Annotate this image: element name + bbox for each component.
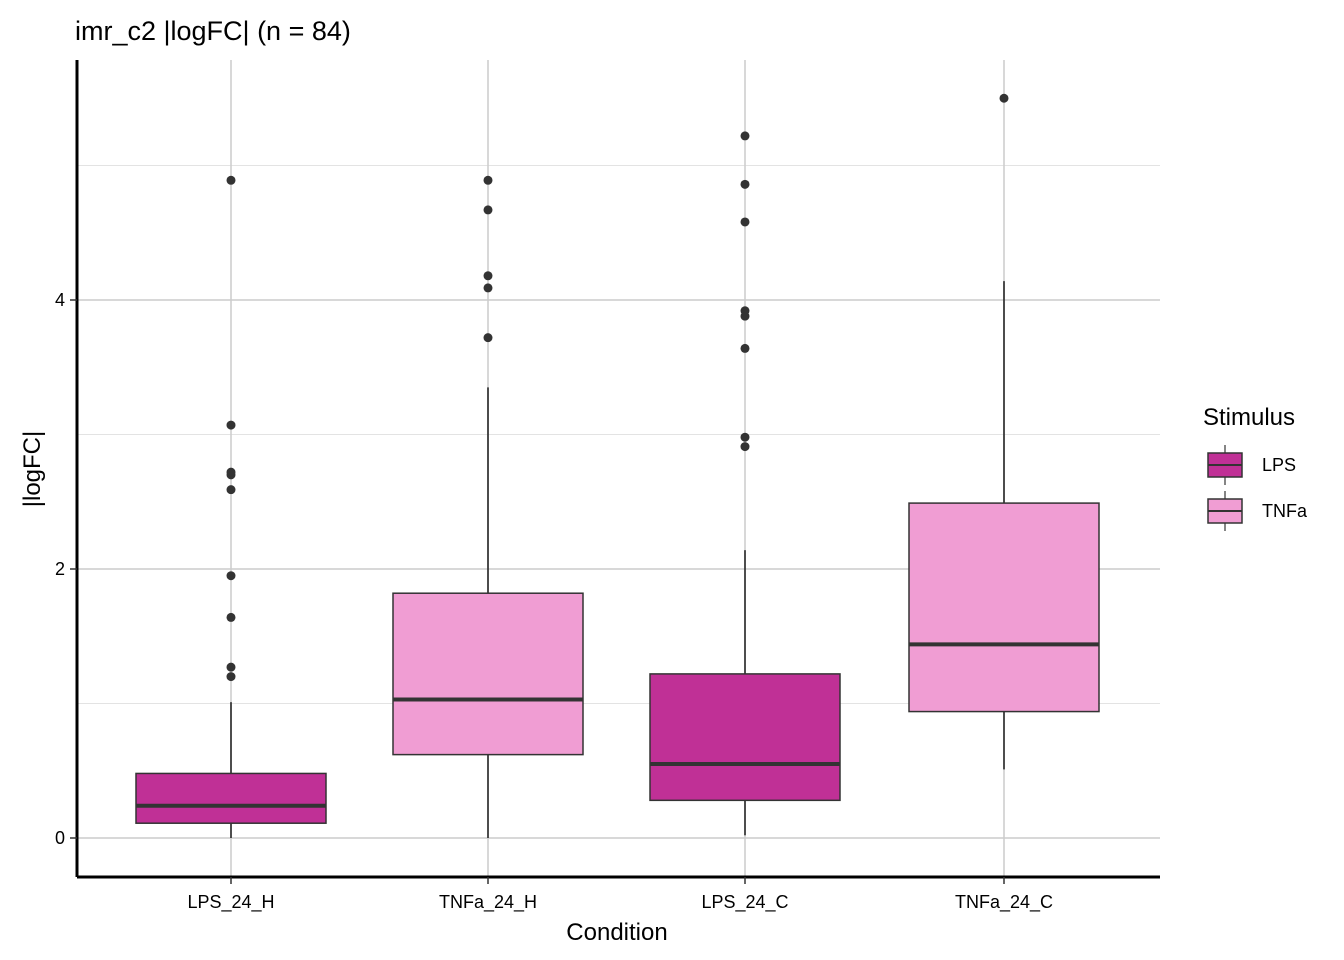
legend-title: Stimulus bbox=[1203, 404, 1295, 431]
outlier-point bbox=[740, 217, 750, 227]
outlier-point bbox=[226, 485, 236, 495]
box-body bbox=[908, 502, 1100, 713]
box-LPS_24_H bbox=[135, 175, 327, 838]
legend-label: LPS bbox=[1262, 455, 1296, 475]
box-body bbox=[649, 673, 841, 802]
outlier-point bbox=[483, 205, 493, 215]
x-tick-label: LPS_24_H bbox=[187, 892, 274, 913]
x-axis-title: Condition bbox=[566, 919, 667, 946]
outlier-point bbox=[483, 271, 493, 281]
outlier-point bbox=[226, 662, 236, 672]
x-tick-label: LPS_24_C bbox=[701, 892, 788, 913]
outlier-point bbox=[740, 131, 750, 141]
box-LPS_24_C bbox=[649, 131, 841, 836]
chart-title: imr_c2 |logFC| (n = 84) bbox=[75, 16, 351, 46]
outlier-point bbox=[226, 612, 236, 622]
y-axis-title: |logFC| bbox=[19, 431, 46, 508]
legend: Stimulus LPS TNFa bbox=[1203, 404, 1308, 531]
legend-item-tnfa: TNFa bbox=[1207, 491, 1308, 531]
outlier-point bbox=[740, 179, 750, 189]
outlier-point bbox=[226, 571, 236, 581]
box-body bbox=[135, 772, 327, 824]
outlier-point bbox=[483, 175, 493, 185]
y-tick-label: 0 bbox=[55, 828, 65, 848]
outlier-point bbox=[226, 420, 236, 430]
legend-label: TNFa bbox=[1262, 501, 1308, 521]
y-tick-label: 4 bbox=[55, 290, 65, 310]
boxes-layer bbox=[135, 93, 1100, 838]
legend-item-lps: LPS bbox=[1207, 445, 1296, 485]
outlier-point bbox=[483, 333, 493, 343]
box-TNFa_24_H bbox=[392, 175, 584, 838]
x-ticks: LPS_24_H TNFa_24_H LPS_24_C TNFa_24_C bbox=[187, 877, 1053, 913]
outlier-point bbox=[226, 467, 236, 477]
box-TNFa_24_C bbox=[908, 93, 1100, 770]
outlier-point bbox=[483, 283, 493, 293]
grid bbox=[77, 60, 1160, 877]
outlier-point bbox=[740, 306, 750, 316]
y-ticks: 0 2 4 bbox=[55, 290, 77, 848]
x-tick-label: TNFa_24_H bbox=[439, 892, 537, 913]
outlier-point bbox=[740, 343, 750, 353]
outlier-point bbox=[740, 442, 750, 452]
axes bbox=[75, 60, 1160, 879]
outlier-point bbox=[999, 93, 1009, 103]
outlier-point bbox=[226, 175, 236, 185]
x-tick-label: TNFa_24_C bbox=[955, 892, 1053, 913]
outlier-point bbox=[740, 432, 750, 442]
y-tick-label: 2 bbox=[55, 559, 65, 579]
box-body bbox=[392, 592, 584, 756]
outlier-point bbox=[226, 672, 236, 682]
